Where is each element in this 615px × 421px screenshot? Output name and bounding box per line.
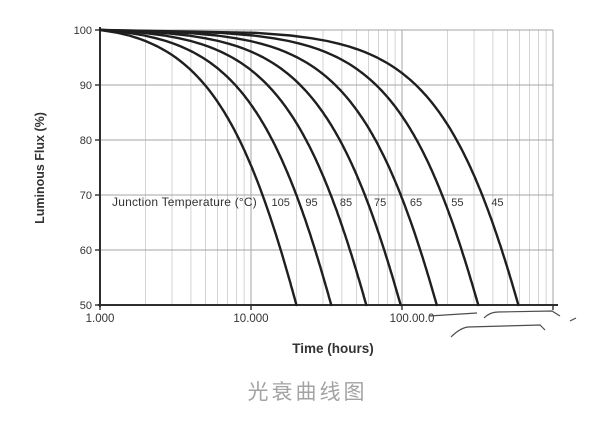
x-tick-label: 1.000 bbox=[86, 313, 115, 325]
curve-45 bbox=[98, 28, 520, 307]
strikethrough-scribble bbox=[483, 310, 561, 319]
chart-caption: 光衰曲线图 bbox=[247, 381, 368, 404]
series-label-75: 75 bbox=[374, 197, 386, 209]
x-axis-title: Time (hours) bbox=[292, 341, 374, 356]
y-tick-label: 90 bbox=[80, 80, 92, 92]
curve-95 bbox=[98, 28, 333, 307]
decay-chart: 100 90 80 70 60 501.000 10.000 100.00.0 Time (ho… bbox=[33, 25, 577, 356]
y-tick-label: 70 bbox=[80, 190, 92, 202]
curve-85 bbox=[98, 28, 368, 307]
junction-temperature-annotation: Junction Temperature (°C) bbox=[112, 195, 257, 209]
strikethrough-scribble bbox=[428, 312, 478, 317]
y-tick-label: 80 bbox=[80, 135, 92, 147]
y-tick-label: 100 bbox=[74, 25, 92, 37]
strikethrough-scribble bbox=[450, 324, 546, 338]
y-axis-title: Luminous Flux (%) bbox=[33, 112, 47, 224]
series-label-85: 85 bbox=[340, 197, 352, 209]
series-label-45: 45 bbox=[491, 197, 503, 209]
x-tick-label: 100.00.0 bbox=[390, 313, 435, 325]
curve-75 bbox=[98, 28, 402, 307]
series-label-105: 105 bbox=[272, 197, 290, 209]
series-label-55: 55 bbox=[451, 197, 463, 209]
series-label-95: 95 bbox=[305, 197, 317, 209]
x-tick-label: 10.000 bbox=[233, 313, 268, 325]
curve-55 bbox=[98, 28, 480, 307]
y-tick-label: 50 bbox=[80, 300, 92, 312]
curve-105 bbox=[98, 28, 298, 307]
curve-65 bbox=[98, 28, 438, 307]
strikethrough-scribble bbox=[569, 317, 577, 322]
series-label-65: 65 bbox=[410, 197, 422, 209]
y-tick-label: 60 bbox=[80, 245, 92, 257]
